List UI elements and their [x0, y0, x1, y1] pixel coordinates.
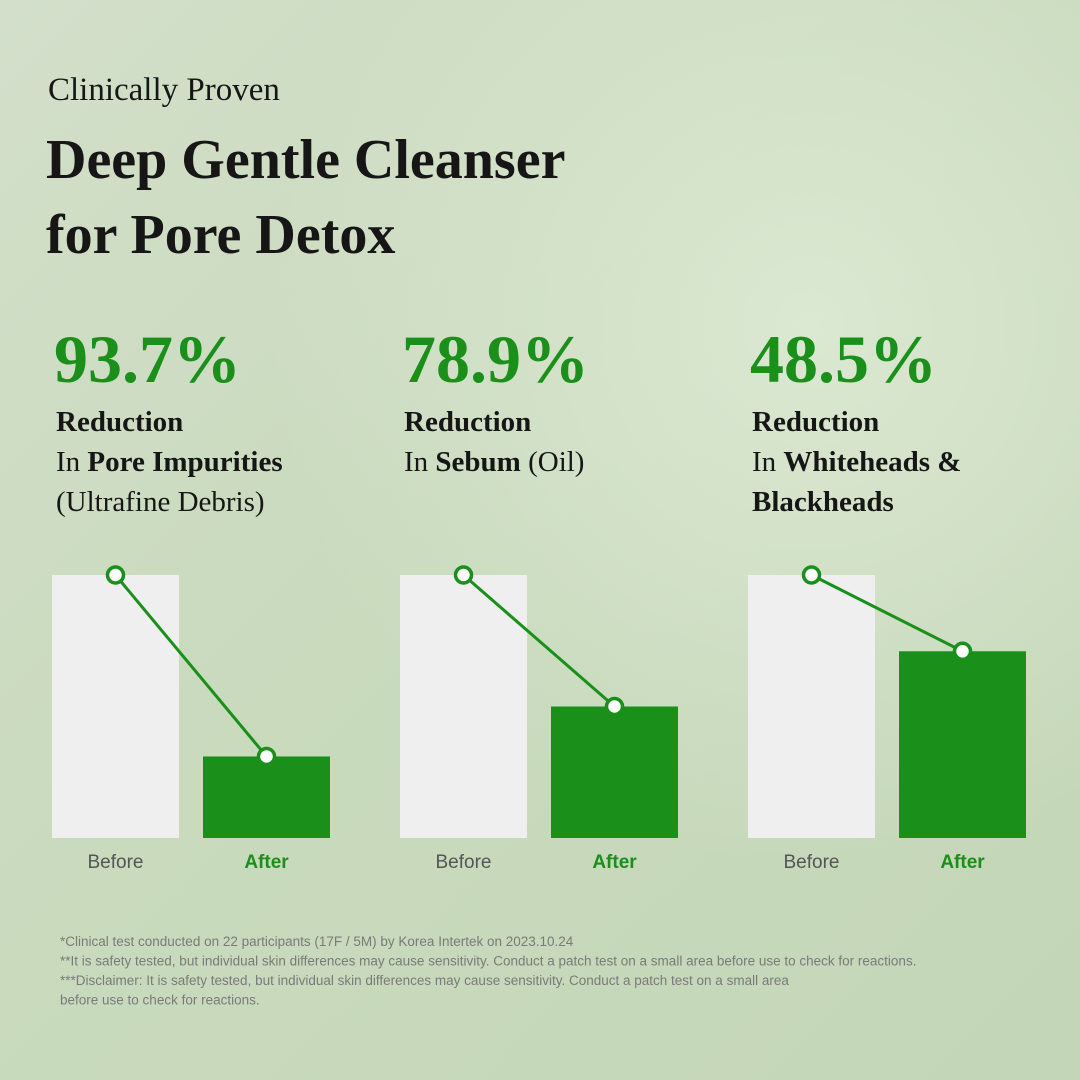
description-line: In Sebum (Oil)	[404, 446, 584, 478]
x-tick-label: Before	[784, 852, 840, 873]
title: for Pore Detox	[46, 204, 395, 266]
bar	[899, 651, 1026, 838]
description-text: (Ultrafine Debris)	[56, 486, 265, 518]
x-tick-label: After	[244, 852, 289, 873]
point	[453, 565, 474, 585]
trend-line	[462, 573, 616, 708]
description-line: Reduction	[404, 406, 531, 438]
description-text: Pore Impurities	[87, 446, 282, 478]
description-line: Reduction	[752, 406, 879, 438]
headline: 93.7%	[54, 321, 241, 397]
bar	[203, 756, 330, 838]
bar	[52, 575, 179, 838]
footnote: *Clinical test conducted on 22 participa…	[60, 934, 574, 949]
description-text: (Oil)	[521, 446, 585, 478]
footnote: ***Disclaimer: It is safety tested, but …	[60, 973, 789, 988]
description-line: In Pore Impurities	[56, 446, 283, 478]
footnote: **It is safety tested, but individual sk…	[60, 954, 916, 969]
bar	[748, 575, 875, 838]
description-text: Reduction	[752, 406, 879, 438]
description-text: Whiteheads &	[783, 446, 961, 478]
trend-line	[810, 573, 964, 653]
trend-line	[114, 574, 268, 758]
description-line: Blackheads	[752, 486, 894, 518]
title: Deep Gentle Cleanser	[46, 129, 565, 191]
bar	[551, 706, 678, 838]
point	[952, 641, 973, 662]
description-text: In	[752, 446, 783, 478]
point	[105, 565, 126, 585]
headline: 48.5%	[750, 321, 937, 397]
description-text: Blackheads	[752, 486, 894, 518]
footnote: before use to check for reactions.	[60, 993, 260, 1008]
description-line: Reduction	[56, 406, 183, 438]
x-tick-label: After	[592, 852, 637, 873]
description-text: In	[56, 446, 87, 478]
point	[256, 746, 277, 767]
x-tick-label: After	[940, 852, 985, 873]
description-text: In	[404, 446, 435, 478]
description-line: (Ultrafine Debris)	[56, 486, 265, 518]
kicker: Clinically Proven	[48, 72, 280, 108]
point	[604, 696, 625, 717]
description-text: Reduction	[56, 406, 183, 438]
description-text: Sebum	[435, 446, 520, 478]
x-tick-label: Before	[436, 852, 492, 873]
bar	[400, 575, 527, 838]
description-text: Reduction	[404, 406, 531, 438]
point	[801, 565, 822, 585]
description-line: In Whiteheads &	[752, 446, 961, 478]
headline: 78.9%	[402, 321, 589, 397]
x-tick-label: Before	[88, 852, 144, 873]
